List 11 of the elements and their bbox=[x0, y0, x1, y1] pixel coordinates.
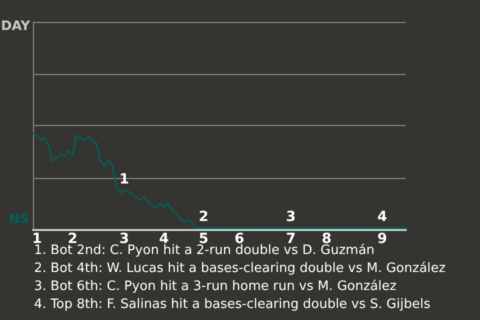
text: 2. Bot 4th: W. Lucas hit a bases-clearing double vs M. González bbox=[34, 261, 446, 276]
annotation: 2 bbox=[198, 209, 209, 226]
annotation: 3 bbox=[286, 209, 296, 226]
x-tick-label: 9 bbox=[377, 231, 388, 247]
annotation: 1 bbox=[119, 171, 130, 188]
text: 4. Top 8th: F. Salinas hit a bases-clearing double vs S. Gijbels bbox=[34, 297, 431, 312]
text: 3. Bot 6th: C. Pyon hit a 3-run home run vs M. González bbox=[34, 279, 397, 294]
text: DAY bbox=[0, 19, 31, 34]
annotation: 4 bbox=[377, 209, 388, 226]
x-tick-label: 3 bbox=[119, 231, 130, 247]
x-tick-label: 7 bbox=[286, 231, 296, 247]
